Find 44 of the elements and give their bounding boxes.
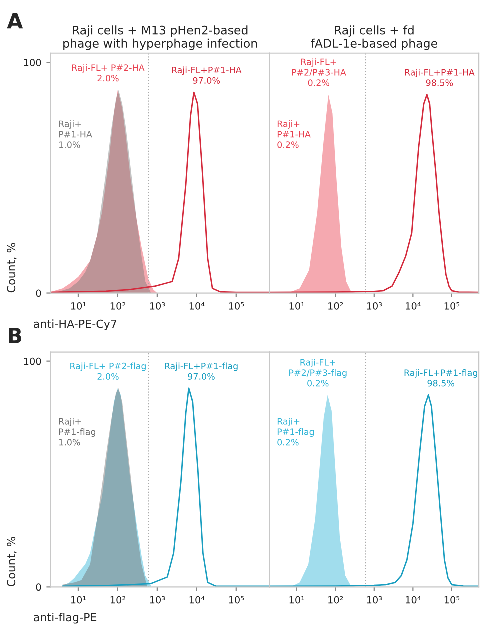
text: Raji-FL+P#1-flag 97.0% xyxy=(165,362,238,380)
x-tick-label: 10³ xyxy=(367,302,382,310)
x-tick-label: 10⁴ xyxy=(406,302,421,310)
x-tick-label: 10¹ xyxy=(290,302,304,310)
text: Raji-FL+P#1-HA 98.5% xyxy=(405,69,475,86)
text: Raji-FL+ P#2-flag 2.0% xyxy=(70,362,146,380)
x-tick-label: 10² xyxy=(328,302,344,310)
x-tick-label: 10⁵ xyxy=(229,596,244,604)
legend-label: Raji+ P#1-HA 0.2% xyxy=(278,120,311,148)
y-tick-label: 0 xyxy=(36,290,42,298)
text: Raji-FL+ P#2/P#3-HA 0.2% xyxy=(292,58,346,86)
x-tick-label: 10³ xyxy=(367,596,382,604)
x-tick-label: 10² xyxy=(110,302,126,310)
text: Raji-FL+ P#2/P#3-flag 0.2% xyxy=(290,359,347,387)
series-label: Raji+ P#1-HA 1.0% xyxy=(59,120,92,148)
y-tick-label: 0 xyxy=(36,584,42,592)
y-tick-label: 100 xyxy=(24,59,42,66)
chart-title: Raji cells + M13 pHen2-based phage with hyperphage infection xyxy=(64,26,258,50)
x-tick-label: 10⁵ xyxy=(229,302,244,310)
series-label: Raji+ P#1-flag 1.0% xyxy=(59,418,96,446)
y-tick-label: 100 xyxy=(24,358,42,366)
x-axis-title: anti-HA-PE-Cy7 xyxy=(34,320,117,330)
y-axis-title: Count, % xyxy=(7,243,17,293)
x-tick-label: 10¹ xyxy=(71,302,86,310)
x-axis-title: anti-flag-PE xyxy=(34,613,97,624)
text: Raji-FL+P#1-HA 97.0% xyxy=(172,66,242,84)
text: Raji-FL+ P#2-HA 2.0% xyxy=(72,64,145,82)
text: A xyxy=(7,13,24,29)
x-tick-label: 10⁴ xyxy=(190,302,205,310)
chart-title: Raji cells + fd fADL-1e-based phage xyxy=(311,26,438,50)
x-tick-label: 10³ xyxy=(150,596,166,604)
x-tick-label: 10² xyxy=(328,596,344,604)
text: B xyxy=(9,328,22,344)
legend-label: Raji+ P#1-flag 0.2% xyxy=(278,418,314,446)
x-tick-label: 10² xyxy=(110,596,126,604)
x-tick-label: 10⁵ xyxy=(444,596,460,604)
x-tick-label: 10³ xyxy=(150,302,166,310)
y-axis-title: Count, % xyxy=(7,537,17,587)
x-tick-label: 10⁴ xyxy=(190,596,205,604)
x-tick-label: 10⁵ xyxy=(444,302,460,310)
x-tick-label: 10¹ xyxy=(290,596,304,604)
x-tick-label: 10⁴ xyxy=(406,596,421,604)
text: Raji-FL+P#1-flag 98.5% xyxy=(404,370,478,387)
x-tick-label: 10¹ xyxy=(71,596,86,604)
